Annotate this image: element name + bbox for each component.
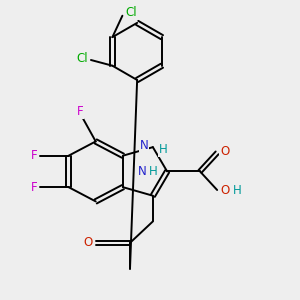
Text: N: N [138,165,147,178]
Text: F: F [77,105,83,118]
Text: O: O [84,236,93,249]
Text: Cl: Cl [76,52,88,65]
Text: O: O [220,145,229,158]
Text: F: F [31,181,37,194]
Text: N: N [140,139,148,152]
Text: H: H [233,184,242,196]
Text: H: H [149,165,158,178]
Text: O: O [220,184,229,196]
Text: H: H [159,143,167,156]
Text: Cl: Cl [125,6,137,20]
Text: F: F [31,149,37,162]
